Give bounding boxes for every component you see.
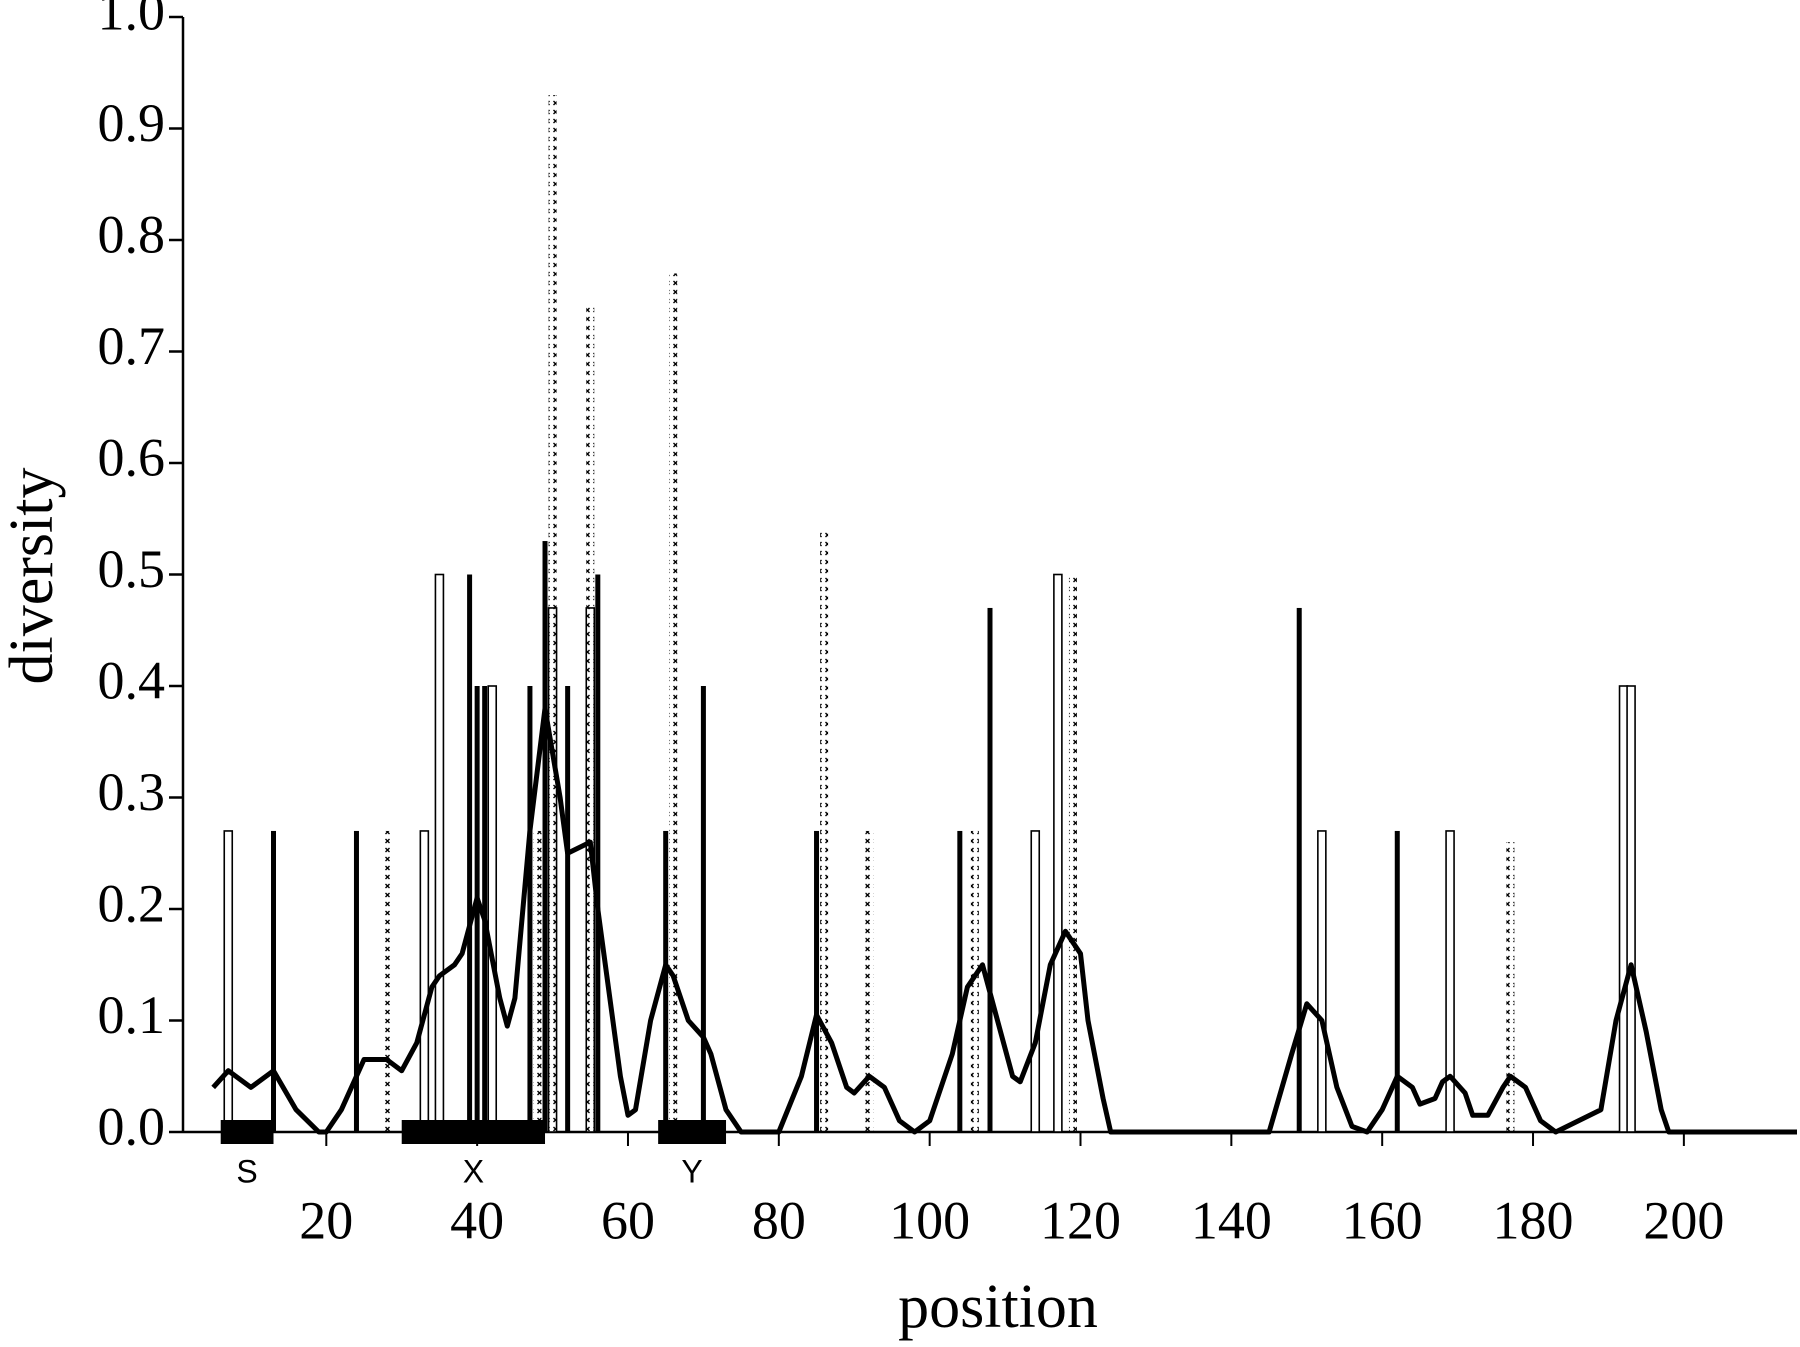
bar <box>820 529 829 1132</box>
y-tick-label: 0.4 <box>98 650 166 710</box>
bar <box>586 306 595 1132</box>
bar <box>434 573 445 1133</box>
x-tick-label: 160 <box>1342 1190 1423 1250</box>
x-tick-label: 40 <box>450 1190 504 1250</box>
region-label: S <box>236 1153 257 1189</box>
y-tick-label: 0.5 <box>98 539 166 599</box>
region <box>401 1120 546 1144</box>
y-tick-label: 0.8 <box>98 204 166 264</box>
bar <box>1068 574 1077 1132</box>
bar <box>1053 573 1063 1133</box>
y-tick-label: 1.0 <box>98 0 166 41</box>
bar <box>533 830 542 1132</box>
x-axis-title: position <box>898 1273 1098 1341</box>
line <box>211 705 1797 1135</box>
bar <box>700 686 706 1132</box>
bar <box>487 685 498 1133</box>
x-tick-label: 20 <box>299 1190 353 1250</box>
bar <box>1030 830 1041 1133</box>
region-label: Y <box>681 1153 702 1189</box>
y-tick-label: 0.2 <box>98 873 166 933</box>
bar <box>669 273 678 1132</box>
bar <box>527 686 533 1132</box>
bar <box>595 574 601 1132</box>
region-label: X <box>463 1153 484 1189</box>
bar <box>865 830 874 1132</box>
bar <box>814 830 820 1132</box>
bar <box>565 686 571 1132</box>
bar <box>419 830 430 1133</box>
x-tick-label: 100 <box>889 1190 970 1250</box>
bar <box>474 686 480 1132</box>
bar <box>957 830 963 1132</box>
y-tick-label: 0.1 <box>98 985 166 1045</box>
y-tick-label: 0.6 <box>98 427 166 487</box>
y-tick-label: 0.7 <box>98 316 166 376</box>
bar <box>353 830 359 1132</box>
region <box>220 1120 274 1144</box>
bar <box>223 830 234 1133</box>
x-tick-label: 80 <box>752 1190 806 1250</box>
y-tick-label: 0.0 <box>98 1096 166 1156</box>
y-tick-label: 0.9 <box>98 93 166 153</box>
bar <box>382 830 391 1132</box>
bar <box>548 95 557 1132</box>
bar <box>987 607 993 1132</box>
bar <box>271 830 277 1132</box>
x-tick-label: 60 <box>601 1190 655 1250</box>
x-tick-label: 200 <box>1643 1190 1724 1250</box>
y-tick-label: 0.3 <box>98 762 166 822</box>
bar <box>1317 830 1327 1133</box>
region <box>658 1120 727 1144</box>
bar <box>1626 685 1636 1133</box>
bar <box>467 574 473 1132</box>
bar <box>1506 842 1515 1132</box>
bar <box>482 686 488 1132</box>
bar <box>970 830 979 1132</box>
bar <box>542 541 548 1132</box>
bar <box>1296 607 1302 1132</box>
x-tick-label: 180 <box>1493 1190 1574 1250</box>
bar <box>1445 830 1455 1133</box>
x-tick-label: 120 <box>1040 1190 1121 1250</box>
y-axis-title: diversity <box>0 468 66 685</box>
bar <box>663 830 669 1132</box>
x-tick-label: 140 <box>1191 1190 1272 1250</box>
bar <box>1394 830 1400 1132</box>
